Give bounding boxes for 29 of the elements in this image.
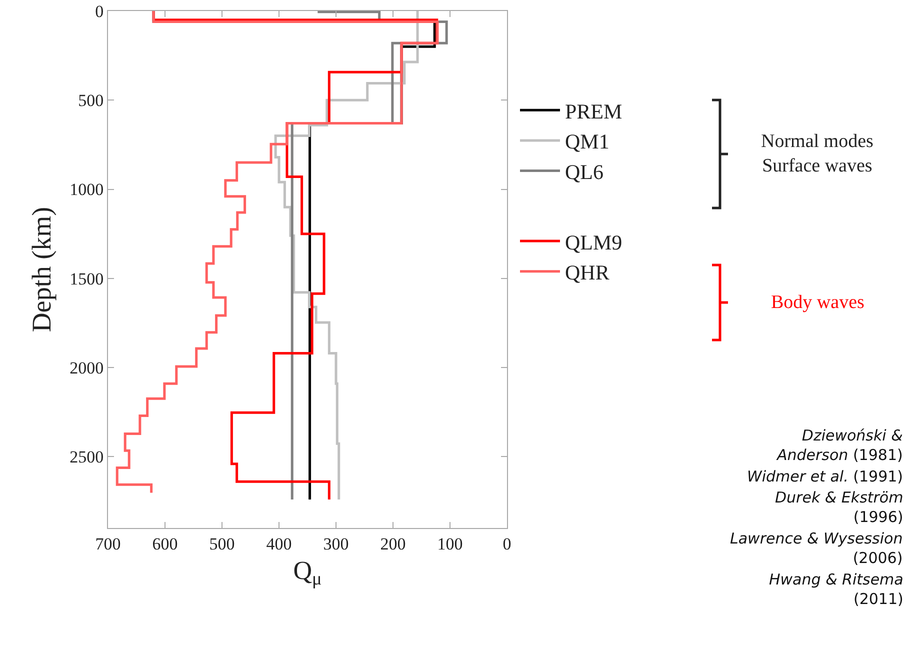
text: Durek & Ekström (1996) bbox=[775, 488, 904, 526]
text: Body waves bbox=[771, 292, 864, 313]
text: Hwang & Ritsema (2011) bbox=[769, 570, 904, 608]
y-tick-label: 2000 bbox=[70, 358, 104, 378]
legend-label: QM1 bbox=[565, 130, 610, 154]
y-tick-label: 1500 bbox=[70, 269, 104, 288]
x-tick-label: 300 bbox=[323, 534, 349, 554]
text: Normal modes Surface waves bbox=[761, 131, 874, 177]
y-tick-label: 500 bbox=[78, 91, 104, 110]
y-tick-label: 1000 bbox=[70, 180, 104, 200]
x-tick-label: 400 bbox=[266, 534, 292, 554]
x-tick-label: 600 bbox=[152, 534, 178, 554]
x-tick-label: 0 bbox=[502, 534, 512, 554]
line-series bbox=[274, 11, 419, 501]
text: Widmer et al. (1991) bbox=[747, 468, 904, 486]
y-axis-title: Depth (km) bbox=[26, 206, 57, 332]
x-axis-title: Q$_{μ}$ bbox=[293, 556, 322, 589]
x-tick-label: 700 bbox=[95, 534, 121, 554]
legend-label: QL6 bbox=[565, 160, 604, 184]
x-tick-label: 200 bbox=[380, 534, 406, 554]
y-tick-label: 2500 bbox=[70, 448, 104, 467]
x-tick-label: 100 bbox=[437, 534, 463, 554]
legend-label: PREM bbox=[565, 99, 623, 124]
legend-label: QLM9 bbox=[565, 230, 622, 254]
text: Lawrence & Wysession (2006) bbox=[730, 530, 903, 567]
legend-label: QHR bbox=[565, 260, 610, 285]
y-tick-label: 0 bbox=[95, 2, 104, 21]
x-tick-label: 500 bbox=[209, 534, 235, 554]
text: Dziewoński & Anderson (1981) bbox=[777, 426, 903, 464]
